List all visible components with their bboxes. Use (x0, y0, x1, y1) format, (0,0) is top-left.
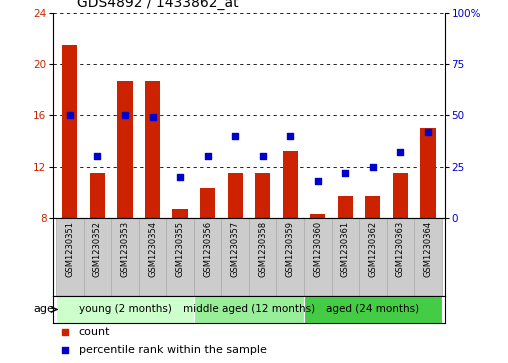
Text: percentile rank within the sample: percentile rank within the sample (79, 345, 267, 355)
Bar (414, 218, 442, 296)
Bar (387, 218, 414, 296)
Bar (310, 214, 325, 218)
Point (286, 133, 294, 139)
Text: GDS4892 / 1433862_at: GDS4892 / 1433862_at (77, 0, 238, 10)
Text: middle aged (12 months): middle aged (12 months) (183, 305, 315, 314)
Text: GSM1230357: GSM1230357 (231, 221, 240, 277)
Bar (332, 218, 359, 296)
Text: GSM1230353: GSM1230353 (120, 221, 130, 277)
Text: GSM1230362: GSM1230362 (368, 221, 377, 277)
Text: GSM1230351: GSM1230351 (66, 221, 74, 277)
Bar (304, 218, 332, 296)
Text: GSM1230358: GSM1230358 (258, 221, 267, 277)
Bar (145, 81, 160, 218)
Point (259, 153, 267, 159)
Point (231, 133, 239, 139)
Text: age: age (33, 305, 54, 314)
Bar (84, 218, 111, 296)
Bar (359, 218, 387, 296)
Bar (62, 45, 77, 218)
Point (93, 153, 102, 159)
Bar (282, 151, 298, 218)
Bar (173, 209, 187, 218)
Bar (117, 81, 133, 218)
Bar (228, 173, 243, 218)
Bar (249, 218, 276, 296)
Text: GSM1230361: GSM1230361 (341, 221, 350, 277)
Bar (139, 218, 166, 296)
Point (369, 164, 377, 170)
Point (121, 113, 129, 118)
Point (314, 178, 322, 184)
Bar (111, 218, 139, 296)
Point (148, 114, 156, 120)
Point (66, 113, 74, 118)
Point (341, 170, 350, 176)
Point (61, 347, 69, 353)
Bar (338, 196, 353, 218)
Text: GSM1230352: GSM1230352 (93, 221, 102, 277)
Point (424, 129, 432, 135)
Point (61, 329, 69, 335)
Text: GSM1230360: GSM1230360 (313, 221, 322, 277)
Text: young (2 months): young (2 months) (79, 305, 171, 314)
Text: aged (24 months): aged (24 months) (326, 305, 420, 314)
Text: GSM1230363: GSM1230363 (396, 221, 405, 277)
Text: GSM1230359: GSM1230359 (285, 221, 295, 277)
Bar (200, 188, 215, 218)
Bar (194, 218, 221, 296)
Bar (56, 218, 84, 296)
Bar (365, 196, 380, 218)
Text: GSM1230354: GSM1230354 (148, 221, 157, 277)
Text: count: count (79, 327, 110, 337)
Bar (276, 218, 304, 296)
Bar (221, 218, 249, 296)
Bar (56, 296, 194, 323)
Text: GSM1230356: GSM1230356 (203, 221, 212, 277)
Bar (393, 173, 408, 218)
Point (396, 149, 404, 155)
Point (204, 153, 212, 159)
Bar (194, 296, 304, 323)
Bar (255, 173, 270, 218)
Bar (166, 218, 194, 296)
Point (176, 174, 184, 180)
Bar (421, 128, 435, 218)
Bar (90, 173, 105, 218)
Text: GSM1230355: GSM1230355 (176, 221, 184, 277)
Bar (304, 296, 442, 323)
Text: GSM1230364: GSM1230364 (424, 221, 432, 277)
